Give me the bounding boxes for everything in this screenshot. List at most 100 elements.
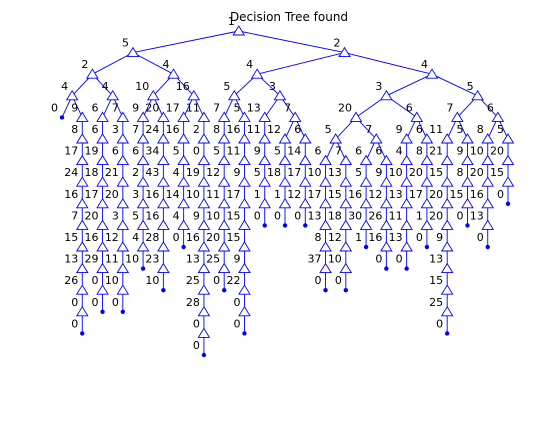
node-label: 16 xyxy=(186,231,200,244)
node-label: 9 xyxy=(254,145,261,158)
split-marker-icon xyxy=(339,241,353,252)
split-marker-icon xyxy=(501,133,515,144)
split-marker-icon xyxy=(278,154,292,166)
leaf-marker-icon xyxy=(485,244,490,250)
node-label: 6 xyxy=(315,145,322,158)
node-label: 16 xyxy=(226,123,240,136)
split-marker-icon xyxy=(339,197,353,209)
node-label: 16 xyxy=(176,80,190,93)
split-node: 3 xyxy=(132,188,150,209)
split-marker-icon xyxy=(278,176,292,187)
split-node: 14 xyxy=(166,188,190,209)
leaf-marker-icon xyxy=(303,223,308,228)
split-marker-icon xyxy=(136,241,150,252)
split-node: 9 xyxy=(233,166,251,187)
split-node: 4 xyxy=(61,80,79,101)
split-node: 0 xyxy=(71,296,89,317)
node-label: 10 xyxy=(135,80,149,93)
split-node: 10 xyxy=(389,166,413,187)
split-node: 7 xyxy=(446,101,464,122)
split-node: 11 xyxy=(105,253,130,274)
node-label: 6 xyxy=(92,123,99,136)
split-node: 12 xyxy=(206,166,231,187)
split-marker-icon xyxy=(197,284,211,295)
node-label: 26 xyxy=(368,209,382,222)
split-node: 13 xyxy=(308,209,332,230)
node-label: 0 xyxy=(173,231,180,244)
node-label: 2 xyxy=(193,123,200,136)
split-marker-icon xyxy=(217,197,231,209)
split-node: 18 xyxy=(267,166,292,187)
split-marker-icon xyxy=(339,219,353,230)
split-node: 20 xyxy=(429,188,454,209)
node-label: 20 xyxy=(105,188,119,201)
split-marker-icon xyxy=(96,176,109,187)
split-marker-icon xyxy=(167,68,180,79)
split-marker-icon xyxy=(197,176,211,187)
node-label: 25 xyxy=(206,253,220,266)
node-label: 6 xyxy=(487,101,494,114)
node-label: 6 xyxy=(112,145,119,158)
split-node: 20 xyxy=(429,209,454,230)
leaf-node: 0 xyxy=(233,317,247,336)
split-node: 28 xyxy=(186,296,211,317)
split-marker-icon xyxy=(157,111,170,122)
node-label: 5 xyxy=(233,101,240,114)
split-marker-icon xyxy=(177,111,190,122)
node-label: 4 xyxy=(173,209,180,222)
split-marker-icon xyxy=(461,197,474,209)
tree-edge xyxy=(431,73,478,97)
split-marker-icon xyxy=(440,154,454,166)
leaf-marker-icon xyxy=(201,352,207,358)
node-label: 3 xyxy=(132,188,139,201)
leaf-node: 0 xyxy=(315,274,328,293)
split-node: 21 xyxy=(105,166,130,187)
split-node: 13 xyxy=(389,188,413,209)
node-label: 0 xyxy=(396,253,403,266)
chart-title: Decision Tree found xyxy=(230,10,348,24)
split-node: 5 xyxy=(325,123,342,144)
node-label: 20 xyxy=(145,101,159,114)
split-marker-icon xyxy=(116,262,130,274)
split-marker-icon xyxy=(197,219,211,230)
split-node: 21 xyxy=(429,145,454,166)
split-marker-icon xyxy=(116,133,130,144)
split-marker-icon xyxy=(278,133,292,144)
node-label: 0 xyxy=(213,274,220,287)
split-node: 7 xyxy=(335,145,353,166)
node-label: 13 xyxy=(308,209,322,222)
split-node: 13 xyxy=(389,231,413,252)
split-marker-icon xyxy=(197,133,211,144)
leaf-marker-icon xyxy=(505,201,511,206)
split-node: 9 xyxy=(254,145,272,166)
split-marker-icon xyxy=(420,219,434,230)
split-node: 0 xyxy=(193,317,211,338)
node-label: 4 xyxy=(246,58,253,71)
split-node: 1 xyxy=(274,188,292,209)
split-node: 10 xyxy=(105,274,130,295)
split-node: 20 xyxy=(470,166,495,187)
split-marker-icon xyxy=(75,305,89,317)
split-node: 30 xyxy=(348,209,373,230)
split-node: 43 xyxy=(145,166,170,187)
split-node: 9 xyxy=(193,209,211,230)
split-marker-icon xyxy=(420,154,434,166)
split-marker-icon xyxy=(380,176,393,187)
split-node: 10 xyxy=(328,253,353,274)
split-marker-icon xyxy=(96,219,109,230)
split-node: 34 xyxy=(145,145,170,166)
node-label: 21 xyxy=(429,145,443,158)
split-node: 5 xyxy=(274,145,292,166)
split-node: 28 xyxy=(145,231,170,252)
split-node: 16 xyxy=(348,188,373,209)
leaf-marker-icon xyxy=(465,223,470,228)
split-node: 17 xyxy=(166,101,190,122)
split-marker-icon xyxy=(86,68,99,79)
split-node: 9 xyxy=(71,101,89,122)
node-label: 5 xyxy=(213,145,220,158)
split-node: 17 xyxy=(308,188,332,209)
node-label: 11 xyxy=(429,123,443,136)
node-label: 6 xyxy=(406,101,413,114)
node-label: 19 xyxy=(85,145,99,158)
split-node: 16 xyxy=(176,80,201,101)
